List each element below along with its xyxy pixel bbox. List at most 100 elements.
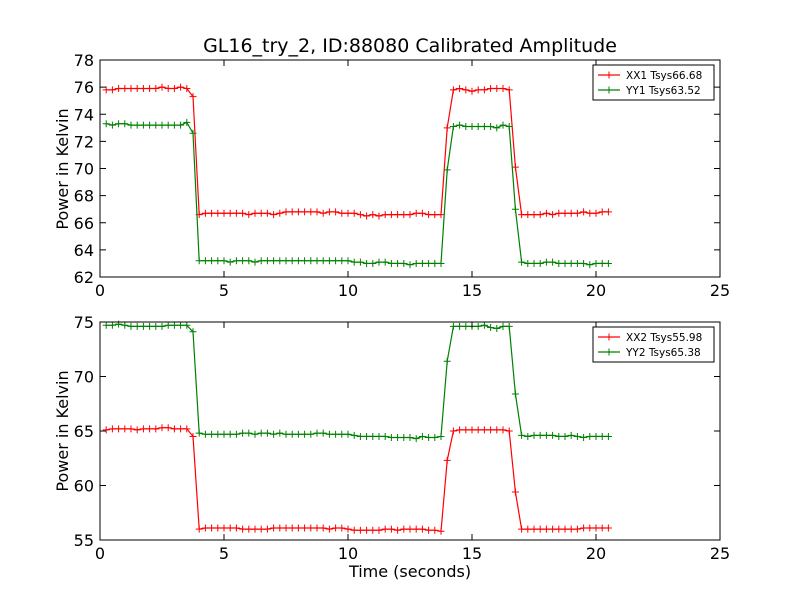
y-tick-label: 70 [74, 160, 94, 179]
data-point [301, 257, 309, 265]
data-point [313, 208, 321, 216]
data-point [164, 424, 172, 432]
data-point [146, 425, 154, 433]
data-point [592, 524, 600, 532]
data-point [573, 525, 581, 533]
data-point [530, 431, 538, 439]
data-point [406, 261, 414, 269]
data-point [555, 259, 563, 267]
data-point [363, 526, 371, 534]
data-point [282, 430, 290, 438]
data-point [462, 322, 470, 330]
data-point [518, 211, 526, 219]
y-tick-label: 70 [74, 368, 94, 387]
data-point [189, 432, 197, 440]
data-point [208, 209, 216, 217]
data-point [301, 430, 309, 438]
data-point [344, 209, 352, 217]
data-point [425, 211, 433, 219]
y-tick-label: 75 [74, 313, 94, 332]
data-point [487, 84, 495, 92]
data-point [499, 121, 507, 129]
data-point [133, 426, 141, 434]
data-point [307, 208, 315, 216]
data-point [586, 524, 594, 532]
data-point [449, 122, 457, 130]
data-point [133, 322, 141, 330]
y-tick-label: 76 [74, 78, 94, 97]
data-point [102, 426, 110, 434]
data-point [561, 432, 569, 440]
data-point [307, 257, 315, 265]
data-point [394, 211, 402, 219]
data-point [177, 121, 185, 129]
x-tick-label: 5 [219, 281, 229, 300]
figure-title: GL16_try_2, ID:88080 Calibrated Amplitud… [203, 35, 617, 57]
data-point [524, 525, 532, 533]
data-point [567, 209, 575, 217]
data-point [152, 425, 160, 433]
data-point [195, 525, 203, 533]
data-point [139, 322, 147, 330]
data-point [121, 84, 129, 92]
data-point [536, 259, 544, 267]
data-point [480, 426, 488, 434]
data-point [505, 322, 513, 330]
data-point [598, 208, 606, 216]
legend-swatch-marker [605, 86, 613, 94]
data-point [418, 209, 426, 217]
data-point [363, 259, 371, 267]
data-point [226, 524, 234, 532]
data-point [183, 425, 191, 433]
data-point [437, 527, 445, 535]
data-point [586, 261, 594, 269]
legend: XX2 Tsys55.98 YY2 Tsys65.38 [592, 326, 715, 363]
data-point [505, 122, 513, 130]
data-point [332, 208, 340, 216]
legend-label: YY2 Tsys65.38 [625, 347, 701, 359]
data-point [152, 322, 160, 330]
data-point [462, 426, 470, 434]
legend-swatch-marker [605, 333, 613, 341]
x-tick-label: 0 [95, 281, 105, 300]
data-point [387, 525, 395, 533]
data-point [133, 121, 141, 129]
data-point [493, 84, 501, 92]
legend-swatch-marker [605, 71, 613, 79]
chart-panel-1: 0 5 10 15 20 25 62 64 66 68 70 72 74 76 78 Power in Kel… [53, 51, 730, 300]
data-point [108, 321, 116, 329]
data-point [487, 122, 495, 130]
data-point [518, 525, 526, 533]
data-point [542, 209, 550, 217]
data-point [350, 526, 358, 534]
data-point [276, 257, 284, 265]
data-point [214, 524, 222, 532]
data-point [195, 429, 203, 437]
data-point [332, 257, 340, 265]
data-point [561, 525, 569, 533]
data-point [456, 426, 464, 434]
data-point [387, 434, 395, 442]
data-point [133, 84, 141, 92]
data-point [443, 456, 451, 464]
data-point [102, 86, 110, 94]
data-point [462, 122, 470, 130]
data-point [375, 526, 383, 534]
data-point [536, 431, 544, 439]
data-point [449, 322, 457, 330]
data-point [288, 257, 296, 265]
data-point [177, 321, 185, 329]
data-point [350, 258, 358, 266]
data-point [158, 322, 166, 330]
data-point [183, 84, 191, 92]
series-line [106, 323, 609, 440]
data-point [183, 321, 191, 329]
data-point [542, 258, 550, 266]
data-point [375, 432, 383, 440]
data-point [425, 526, 433, 534]
data-point [456, 84, 464, 92]
data-point [344, 525, 352, 533]
x-tick-label: 10 [338, 544, 358, 563]
data-point [449, 86, 457, 94]
data-point [201, 209, 209, 217]
